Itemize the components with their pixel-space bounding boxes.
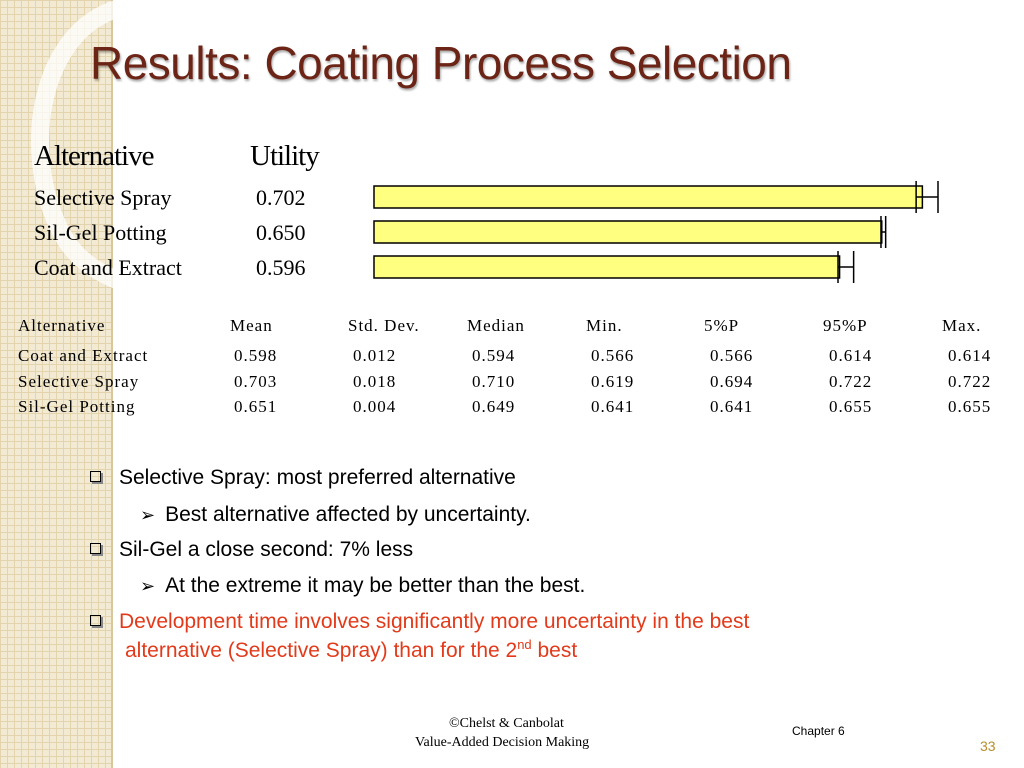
slide-title: Results: Coating Process Selection (90, 37, 792, 89)
stats-header-min: Min. (586, 316, 623, 335)
stats-header-95p: 95%P (823, 316, 868, 335)
stats-cell: 0.004 (353, 397, 397, 416)
stats-cell: 0.710 (472, 372, 516, 391)
sub-bullet-text: At the extreme it may be better than the… (165, 574, 586, 597)
chart-value-label: 0.650 (256, 220, 306, 245)
sub-bullet-item: ➢ At the extreme it may be better than th… (140, 574, 585, 598)
footer-book: Value-Added Decision Making (415, 735, 590, 750)
chart-category-label: Sil-Gel Potting (34, 220, 167, 245)
utility-bar (373, 220, 883, 244)
stats-header-mean: Mean (230, 316, 273, 335)
panel-border (111, 0, 113, 768)
stats-cell: Sil-Gel Potting (18, 397, 136, 416)
bullet-item-highlight-line2: alternative (Selective Spray) than for t… (125, 637, 577, 663)
stats-cell: Coat and Extract (18, 346, 149, 365)
stats-cell: 0.566 (710, 346, 754, 365)
stats-cell: 0.012 (353, 346, 397, 365)
stats-header-5p: 5%P (704, 316, 740, 335)
stats-header-alternative: Alternative (18, 316, 106, 335)
square-bullet-icon (90, 543, 101, 554)
stats-cell: 0.703 (234, 372, 278, 391)
chart-header-alternative: Alternative (34, 140, 154, 172)
stats-header-max: Max. (942, 316, 982, 335)
stats-cell: 0.641 (591, 397, 635, 416)
utility-bar (373, 185, 924, 209)
stats-cell: 0.722 (829, 372, 873, 391)
stats-cell: 0.566 (591, 346, 635, 365)
bullet-text: best (531, 639, 578, 662)
stats-header-std-dev: Std. Dev. (348, 316, 420, 335)
stats-cell: 0.594 (472, 346, 516, 365)
bullet-text: alternative (Selective Spray) than for t… (125, 639, 518, 662)
square-bullet-icon (90, 615, 101, 626)
stats-cell: 0.614 (829, 346, 873, 365)
stats-cell: Selective Spray (18, 372, 140, 391)
stats-cell: 0.722 (948, 372, 992, 391)
square-bullet-icon (90, 471, 101, 482)
arrow-bullet-icon: ➢ (140, 505, 156, 525)
sub-bullet-item: ➢ Best alternative affected by uncertaint… (140, 503, 531, 527)
stats-cell: 0.655 (948, 397, 992, 416)
chart-value-label: 0.702 (256, 185, 306, 210)
footer-author: ©Chelst & Canbolat (449, 716, 564, 731)
stats-cell: 0.641 (710, 397, 754, 416)
chart-header-utility: Utility (250, 140, 320, 172)
stats-header-median: Median (467, 316, 525, 335)
stats-cell: 0.018 (353, 372, 397, 391)
chart-category-label: Coat and Extract (34, 255, 182, 280)
stats-cell: 0.619 (591, 372, 635, 391)
decorative-grid-panel (0, 0, 112, 768)
stats-cell: 0.649 (472, 397, 516, 416)
chart-category-label: Selective Spray (34, 185, 172, 210)
bullet-item: Selective Spray: most preferred alternat… (90, 466, 516, 490)
bullet-item-highlight: Development time involves significantly … (90, 610, 749, 634)
chart-value-label: 0.596 (256, 255, 306, 280)
decorative-swoosh (31, 0, 173, 290)
stats-cell: 0.614 (948, 346, 992, 365)
bullet-item: Sil-Gel a close second: 7% less (90, 538, 413, 562)
bullet-text: Selective Spray: most preferred alternat… (119, 466, 516, 489)
stats-cell: 0.655 (829, 397, 873, 416)
arrow-bullet-icon: ➢ (140, 576, 156, 596)
stats-cell: 0.694 (710, 372, 754, 391)
stats-cell: 0.598 (234, 346, 278, 365)
bullet-text: Sil-Gel a close second: 7% less (119, 538, 414, 561)
utility-bar (373, 255, 841, 279)
bullet-superscript: nd (517, 637, 532, 652)
bullet-text: Development time involves significantly … (119, 610, 750, 633)
sub-bullet-text: Best alternative affected by uncertainty… (165, 503, 531, 526)
stats-cell: 0.651 (234, 397, 278, 416)
footer-chapter: Chapter 6 (792, 724, 845, 738)
page-number: 33 (980, 738, 996, 754)
